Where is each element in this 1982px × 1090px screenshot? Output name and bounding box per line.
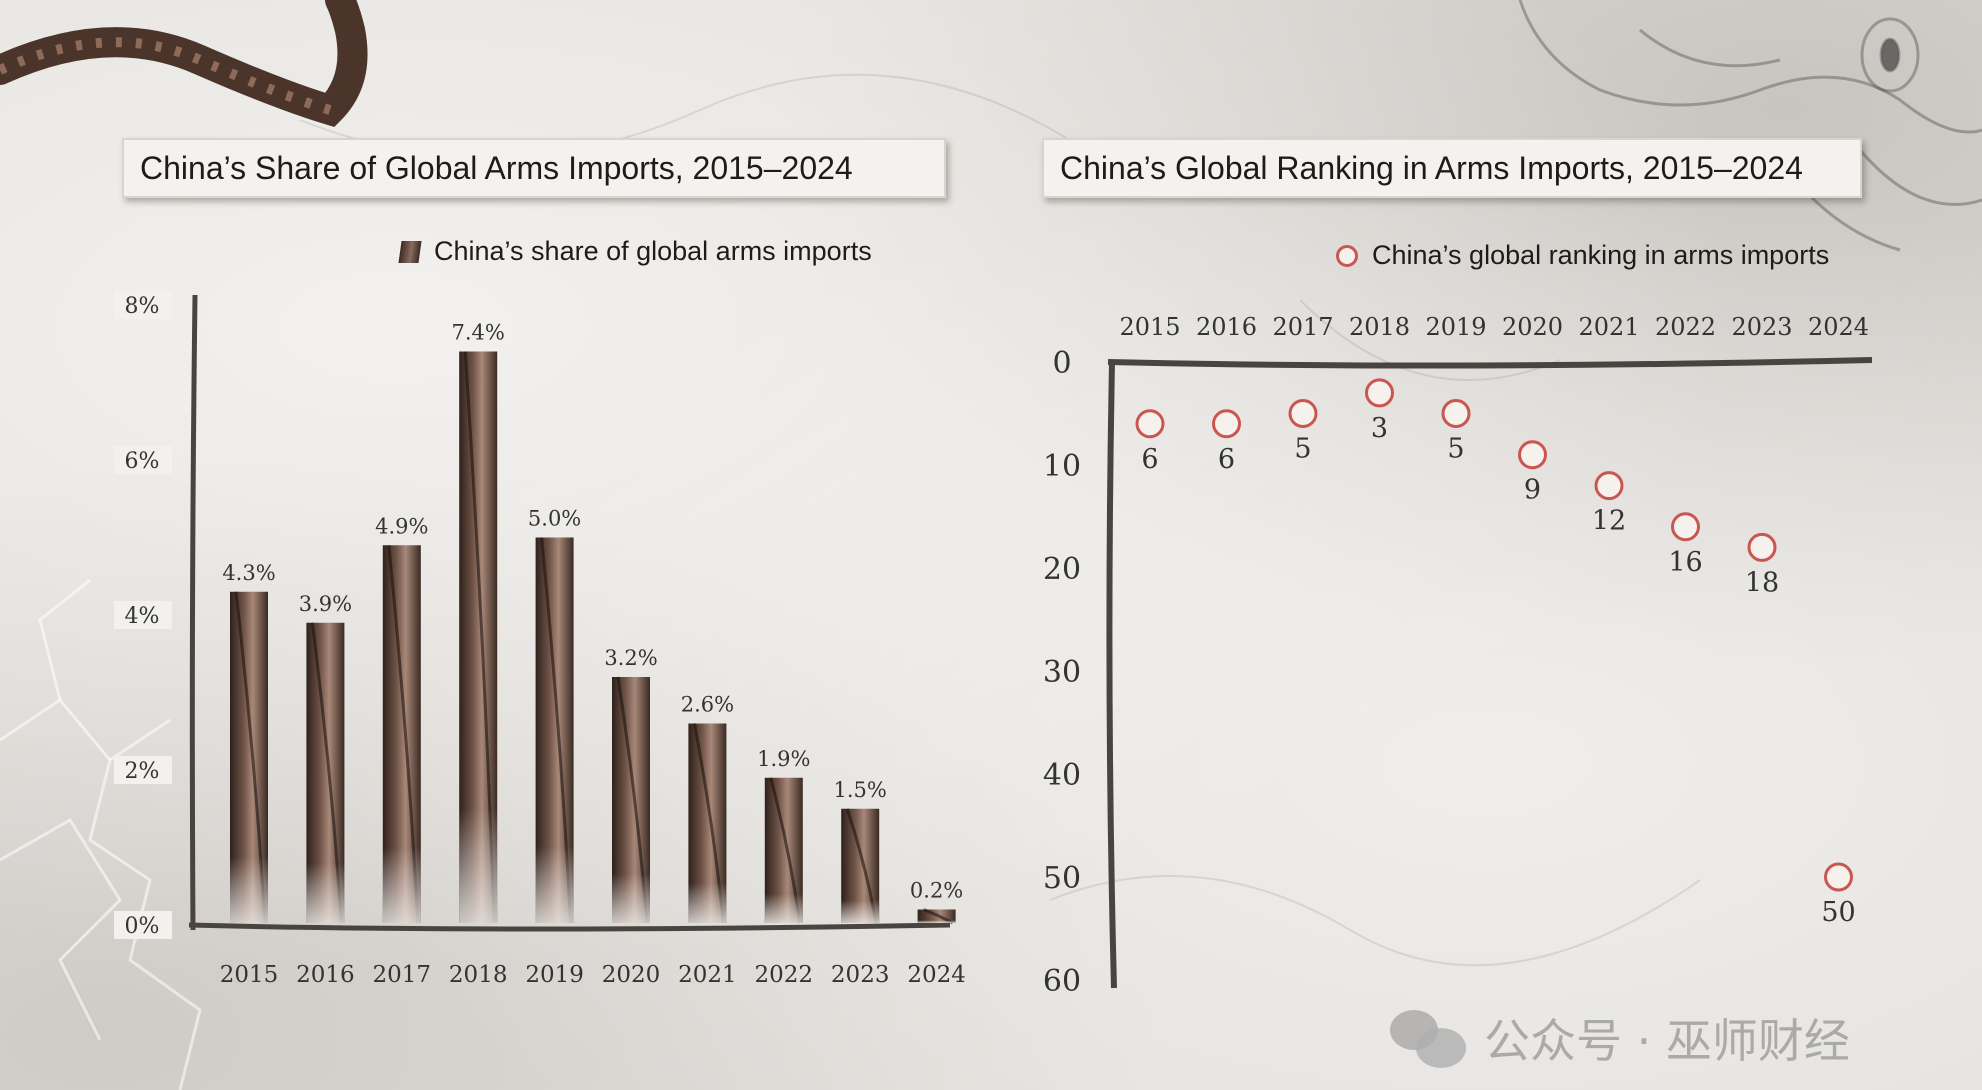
x-tick-label: 2024 [907, 962, 966, 988]
x-tick-label: 2016 [296, 962, 355, 988]
bar-value-label: 1.9% [757, 747, 810, 771]
rank-point-2021 [1594, 471, 1624, 501]
right-legend-label: China’s global ranking in arms imports [1372, 240, 1830, 270]
creature-sketch [1518, 0, 1982, 252]
bar-value-label: 5.0% [528, 507, 581, 531]
x-tick-label: 2017 [1272, 313, 1333, 341]
wechat-icon [1390, 1008, 1468, 1068]
y-tick-label: 4% [125, 604, 160, 629]
y-tick-label: 0 [1052, 346, 1071, 381]
y-tick-label-bg [114, 291, 172, 319]
bar-value-label: 4.3% [222, 561, 275, 585]
right-chart-title: China’s Global Ranking in Arms Imports, … [1060, 149, 1803, 186]
x-axis-line [1107, 357, 1873, 369]
x-tick-label: 2024 [1808, 313, 1869, 341]
rank-value-label: 12 [1592, 506, 1626, 537]
y-tick-label: 2% [125, 759, 160, 784]
bar-value-label: 1.5% [834, 778, 887, 802]
right-chart-legend: China’s global ranking in arms imports [1336, 240, 1829, 271]
tentacle-illustration [0, 0, 368, 127]
rank-point-2019 [1441, 399, 1471, 428]
bar-value-label: 0.2% [910, 879, 963, 903]
bar-fade [306, 622, 345, 923]
bar-value-label: 4.9% [375, 514, 428, 538]
bar-value-label: 3.9% [299, 592, 352, 616]
y-tick-label: 60 [1043, 964, 1081, 999]
bar-fade [612, 677, 650, 923]
bar-fade [917, 909, 956, 923]
x-tick-label: 2017 [373, 962, 432, 988]
x-axis-line [188, 922, 951, 932]
y-axis-line [1106, 361, 1117, 989]
bar-fade [764, 777, 803, 923]
x-tick-label: 2022 [755, 962, 814, 988]
rank-value-label: 9 [1524, 475, 1541, 506]
ranking-chart: 0 10 20 30 40 50 60 2015 6 2016 6 2017 5 2018 3 2019 5 20… [1043, 313, 1873, 999]
x-tick-label: 2015 [1119, 313, 1180, 341]
x-tick-label: 2021 [1578, 313, 1639, 341]
bar-chart: 0% 2% 4% 6% 8% 4.3% 2015 3.9% 2016 4.9% 2017 7.4% 20… [114, 291, 966, 988]
y-tick-label: 20 [1043, 552, 1081, 587]
bar-value-label: 2.6% [681, 693, 734, 717]
rank-point-2017 [1288, 399, 1318, 428]
rank-point-2020 [1518, 440, 1547, 470]
rank-value-label: 3 [1371, 413, 1388, 444]
x-tick-label: 2018 [449, 962, 508, 988]
rank-point-2018 [1365, 378, 1394, 408]
x-tick-label: 2016 [1196, 313, 1257, 341]
y-tick-label: 0% [125, 914, 160, 939]
bar-fade [230, 591, 268, 923]
x-tick-label: 2020 [1502, 313, 1563, 341]
right-chart-title-box: China’s Global Ranking in Arms Imports, … [1042, 138, 1862, 198]
rank-point-2022 [1671, 512, 1700, 542]
rank-value-label: 18 [1745, 567, 1779, 598]
bar-value-label: 3.2% [604, 646, 657, 670]
bar-fade [382, 545, 421, 923]
left-legend-label: China’s share of global arms imports [434, 236, 872, 266]
left-chart-legend: China’s share of global arms imports [398, 236, 872, 267]
y-tick-label-bg [114, 756, 172, 784]
y-tick-label: 40 [1043, 758, 1081, 793]
y-tick-label: 6% [125, 449, 160, 474]
rank-point-2016 [1212, 409, 1241, 439]
bar-fade [688, 723, 727, 923]
y-tick-label: 8% [125, 294, 160, 319]
watermark-text: 公众号 · 巫师财经 [1484, 1014, 1850, 1068]
bar-fade [841, 808, 880, 923]
rank-value-label: 50 [1821, 897, 1855, 928]
rank-value-label: 5 [1447, 434, 1464, 465]
watermark: 公众号 · 巫师财经 [1390, 1005, 1850, 1071]
y-tick-label: 30 [1043, 655, 1081, 690]
x-tick-label: 2020 [602, 962, 661, 988]
x-tick-label: 2018 [1349, 313, 1410, 341]
bar-value-label: 7.4% [452, 321, 505, 345]
y-tick-label-bg [114, 601, 172, 629]
bar-fade [535, 537, 574, 923]
rank-value-label: 6 [1218, 444, 1235, 475]
circle-legend-swatch [1336, 244, 1358, 267]
bar-legend-swatch [398, 240, 422, 263]
y-axis-line [189, 294, 198, 931]
x-tick-label: 2023 [831, 962, 890, 988]
rank-point-2024 [1824, 862, 1853, 892]
bar-fade [459, 351, 498, 923]
left-chart-title: China’s Share of Global Arms Imports, 20… [140, 149, 853, 186]
y-tick-label: 50 [1043, 861, 1081, 896]
left-chart-title-box: China’s Share of Global Arms Imports, 20… [122, 138, 946, 198]
rank-value-label: 5 [1294, 434, 1311, 465]
x-tick-label: 2021 [678, 962, 737, 988]
x-tick-label: 2015 [220, 962, 279, 988]
rank-value-label: 16 [1668, 547, 1702, 578]
y-tick-label: 10 [1043, 449, 1081, 484]
x-tick-label: 2019 [525, 962, 584, 988]
rank-point-2023 [1747, 532, 1777, 562]
y-tick-label-bg [114, 911, 172, 939]
rank-value-label: 6 [1141, 444, 1158, 475]
x-tick-label: 2023 [1731, 313, 1792, 341]
x-tick-label: 2019 [1425, 313, 1486, 341]
rank-point-2015 [1135, 409, 1165, 439]
x-tick-label: 2022 [1655, 313, 1716, 341]
y-tick-label-bg [114, 446, 172, 474]
